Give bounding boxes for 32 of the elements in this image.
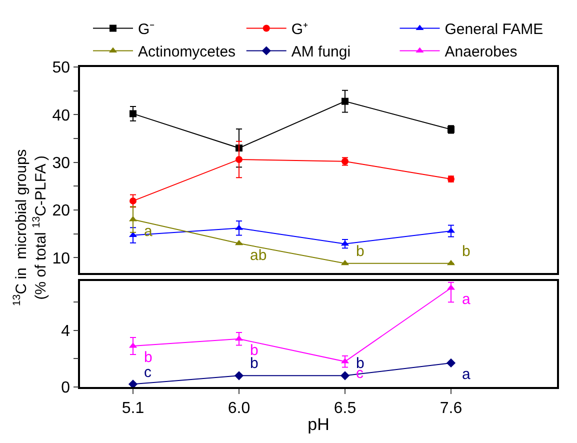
legend-label: G⁻ xyxy=(138,21,155,38)
annotation: b xyxy=(462,243,470,260)
point xyxy=(236,156,242,163)
annotation: a xyxy=(462,291,471,308)
y-tick-label: 50 xyxy=(52,60,70,77)
x-axis-title: pH xyxy=(308,414,330,434)
x-tick-label: 5.1 xyxy=(122,400,144,417)
point xyxy=(342,98,348,105)
y-tick-label: 0 xyxy=(61,380,70,397)
legend-label: G⁺ xyxy=(291,21,308,38)
legend-label: General FAME xyxy=(444,21,544,38)
annotation: a xyxy=(462,366,471,383)
x-tick-label: 7.6 xyxy=(440,400,462,417)
y-tick-label: 10 xyxy=(52,250,70,268)
y-tick-label: 30 xyxy=(52,154,70,172)
legend-label: AM fungi xyxy=(291,44,351,61)
y-tick-label: 20 xyxy=(52,202,70,220)
point xyxy=(130,110,136,118)
point xyxy=(234,371,244,380)
annotation: ab xyxy=(250,247,267,264)
x-tick-label: 6.5 xyxy=(334,400,356,417)
y-tick-label: 4 xyxy=(61,323,70,340)
annotation: c xyxy=(144,364,152,381)
point xyxy=(446,358,456,368)
x-tick-label: 6.0 xyxy=(228,400,250,417)
legend-label: Actinomycetes xyxy=(138,44,236,61)
point xyxy=(130,197,136,204)
annotation: b xyxy=(144,349,152,366)
y-tick-label: 40 xyxy=(52,107,70,124)
legend-label: Anaerobes xyxy=(444,44,518,61)
point xyxy=(340,371,350,380)
annotation: b xyxy=(356,243,364,260)
